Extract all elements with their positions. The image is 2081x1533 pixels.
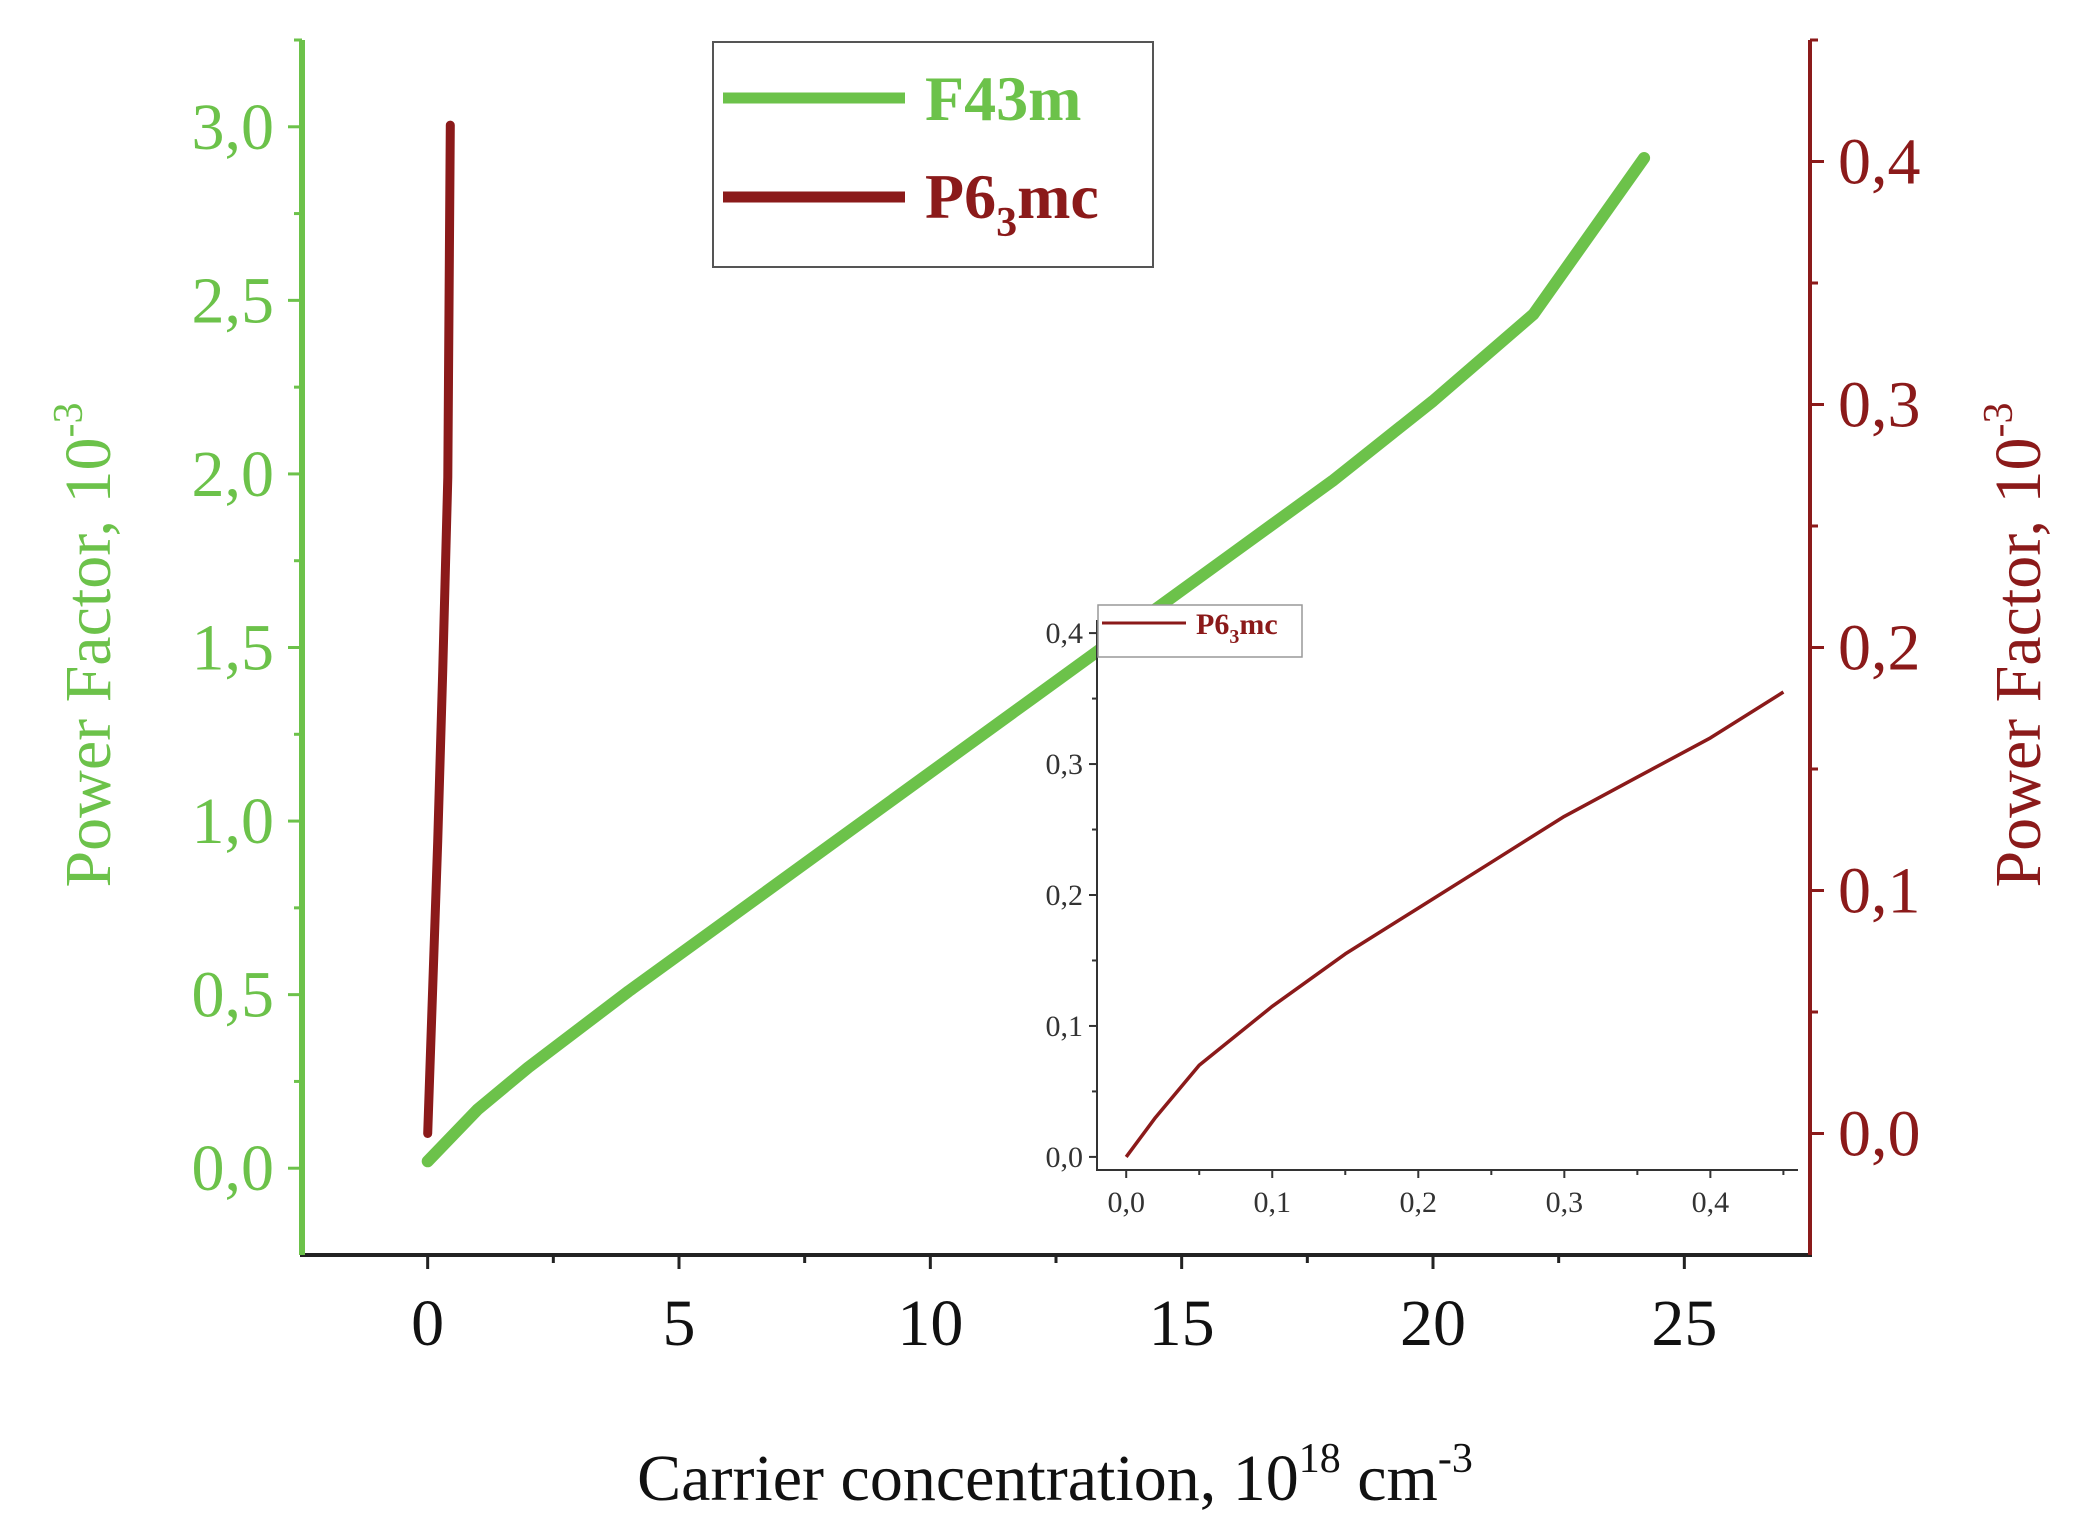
right-y-ticks-group: 0,0 0,1 0,2 0,3 0,4 [1810,38,1921,1171]
right-y-tick-label: 0,2 [1838,612,1921,685]
right-y-axis-title-base: Power Factor, 10 [1982,437,2055,887]
inset-y-tick-label: 0,0 [1046,1141,1084,1174]
left-y-tick-label: 3,0 [192,91,275,164]
series-line-p63mc [423,120,455,1138]
left-y-tick-label: 1,0 [192,785,275,858]
right-y-tick-label: 0,4 [1838,126,1921,199]
x-tick-label: 0 [411,1287,444,1360]
x-tick-label: 10 [897,1287,963,1360]
legend-label-p63mc: P63mc [925,161,1099,246]
main-legend-box [712,41,1154,268]
left-y-axis-title-sup: -3 [46,402,92,437]
series-group [421,120,1651,1168]
inset-x-tick-label: 0,0 [1107,1186,1145,1219]
x-ticks-group: 0 5 10 15 20 25 [411,1255,1717,1360]
left-y-ticks-group: 0,0 0,5 1,0 1,5 2,0 2,5 3,0 [192,38,302,1205]
series-line-f43m [421,152,1651,1168]
right-y-axis-title-sup: -3 [1976,402,2022,437]
inset-x-tick-label: 0,3 [1546,1186,1584,1219]
x-axis-title-sup2: -3 [1438,1436,1473,1482]
x-tick-label: 5 [663,1287,696,1360]
inset-legend-box [1097,604,1303,658]
right-y-tick-label: 0,0 [1838,1098,1921,1171]
x-tick-label: 15 [1149,1287,1215,1360]
inset-y-ticks-group: 0,0 0,1 0,2 0,3 0,4 [1046,617,1097,1174]
inset-y-tick-label: 0,1 [1046,1010,1084,1043]
right-y-tick-label: 0,3 [1838,369,1921,442]
left-y-tick-label: 0,5 [192,959,275,1032]
x-axis-title-sup1: 18 [1299,1436,1341,1482]
x-axis-title-mid: cm [1341,1442,1438,1515]
inset-x-tick-label: 0,4 [1692,1186,1730,1219]
inset-series-line-p63mc [1124,690,1785,1158]
x-tick-label: 25 [1651,1287,1717,1360]
left-y-axis-title-base: Power Factor, 10 [52,437,125,887]
left-y-tick-label: 2,5 [192,264,275,337]
right-y-axis-title: Power Factor, 10-3 [1976,402,2055,887]
inset-series-group [1124,690,1785,1158]
left-y-tick-label: 0,0 [192,1132,275,1205]
inset-y-tick-label: 0,2 [1046,879,1084,912]
x-axis-title-base: Carrier concentration, 10 [637,1442,1299,1515]
inset-x-tick-label: 0,2 [1400,1186,1438,1219]
left-y-axis-title: Power Factor, 10-3 [46,402,125,887]
inset-y-tick-label: 0,3 [1046,748,1084,781]
inset-legend-label-p63mc: P63mc [1196,608,1278,648]
left-y-tick-label: 1,5 [192,612,275,685]
inset-x-tick-label: 0,1 [1254,1186,1292,1219]
left-y-tick-label: 2,0 [192,438,275,511]
inset-y-tick-label: 0,4 [1046,617,1084,650]
x-tick-label: 20 [1400,1287,1466,1360]
inset-chart: 0,0 0,1 0,2 0,3 0,4 0,0 0,1 0,2 0,3 0,4 P63mc [1046,604,1798,1219]
inset-background [1098,615,1798,1185]
main-legend: F43m P63mc [712,41,1154,268]
inset-x-ticks-group: 0,0 0,1 0,2 0,3 0,4 [1107,1170,1785,1219]
legend-label-f43m: F43m [925,63,1081,134]
x-axis-title: Carrier concentration, 1018 cm-3 [637,1436,1473,1515]
right-y-tick-label: 0,1 [1838,855,1921,928]
